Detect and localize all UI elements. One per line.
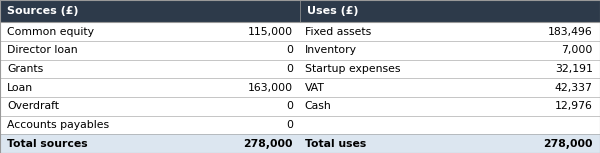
Text: 0: 0 [286,64,293,74]
Bar [0,134,600,153]
Bar [0,60,600,78]
Text: 0: 0 [286,120,293,130]
Text: 278,000: 278,000 [544,139,593,149]
Text: Startup expenses: Startup expenses [305,64,400,74]
Text: Inventory: Inventory [305,45,357,55]
Bar [0,78,600,97]
Text: VAT: VAT [305,83,325,93]
Text: 32,191: 32,191 [555,64,593,74]
Text: Accounts payables: Accounts payables [7,120,109,130]
Text: 42,337: 42,337 [555,83,593,93]
Text: 278,000: 278,000 [244,139,293,149]
Text: Sources (£): Sources (£) [7,6,79,16]
Bar [0,116,600,134]
Text: 0: 0 [286,101,293,111]
Bar [0,41,600,60]
Text: Total sources: Total sources [7,139,88,149]
Text: Common equity: Common equity [7,26,94,37]
Text: Overdraft: Overdraft [7,101,59,111]
Text: 183,496: 183,496 [548,26,593,37]
Text: Total uses: Total uses [305,139,366,149]
Bar [0,0,600,22]
Text: Uses (£): Uses (£) [307,6,359,16]
Text: 0: 0 [286,45,293,55]
Text: Fixed assets: Fixed assets [305,26,371,37]
Text: 7,000: 7,000 [562,45,593,55]
Text: Grants: Grants [7,64,43,74]
Bar [0,22,600,41]
Text: 115,000: 115,000 [248,26,293,37]
Text: Cash: Cash [305,101,332,111]
Text: Loan: Loan [7,83,34,93]
Text: 163,000: 163,000 [248,83,293,93]
Text: 12,976: 12,976 [555,101,593,111]
Text: Director loan: Director loan [7,45,78,55]
Bar [0,97,600,116]
